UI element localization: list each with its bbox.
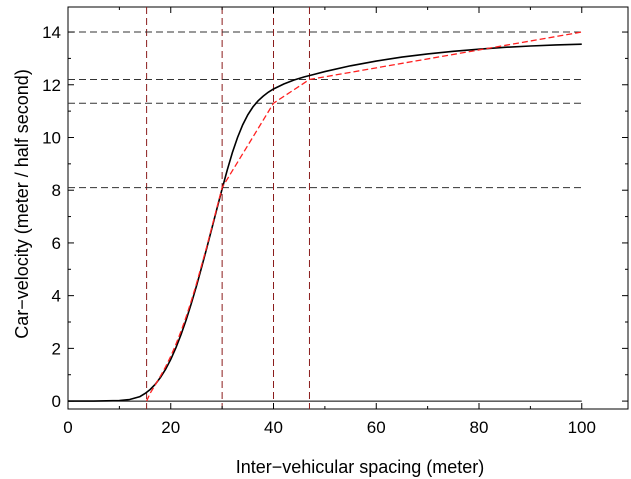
axes: 0 20 40 60 80 100 0 2 4 6 8 10 12 14 — [42, 7, 628, 437]
x-tick-label: 20 — [161, 418, 180, 437]
plot-frame — [67, 6, 629, 410]
y-tick-label: 14 — [42, 23, 61, 42]
y-tick-label: 10 — [42, 128, 61, 147]
smooth-velocity-curve — [68, 43, 582, 402]
x-tick-label: 0 — [63, 418, 72, 437]
x-tick-label: 40 — [264, 418, 283, 437]
plot-area — [67, 6, 629, 410]
x-tick-label: 60 — [367, 418, 386, 437]
y-tick-label: 0 — [52, 392, 61, 411]
y-tick-label: 6 — [52, 234, 61, 253]
x-tick-label: 100 — [568, 418, 596, 437]
series-lines — [68, 31, 582, 402]
reference-lines — [68, 7, 582, 409]
x-axis-label: Inter−vehicular spacing (meter) — [236, 457, 485, 477]
y-tick-label: 2 — [52, 339, 61, 358]
y-tick-label: 12 — [42, 76, 61, 95]
y-tick-label: 8 — [52, 181, 61, 200]
piecewise-linear-curve — [146, 31, 582, 402]
x-tick-label: 80 — [470, 418, 489, 437]
y-axis-label: Car−velocity (meter / half second) — [12, 69, 32, 339]
y-tick-label: 4 — [52, 287, 61, 306]
